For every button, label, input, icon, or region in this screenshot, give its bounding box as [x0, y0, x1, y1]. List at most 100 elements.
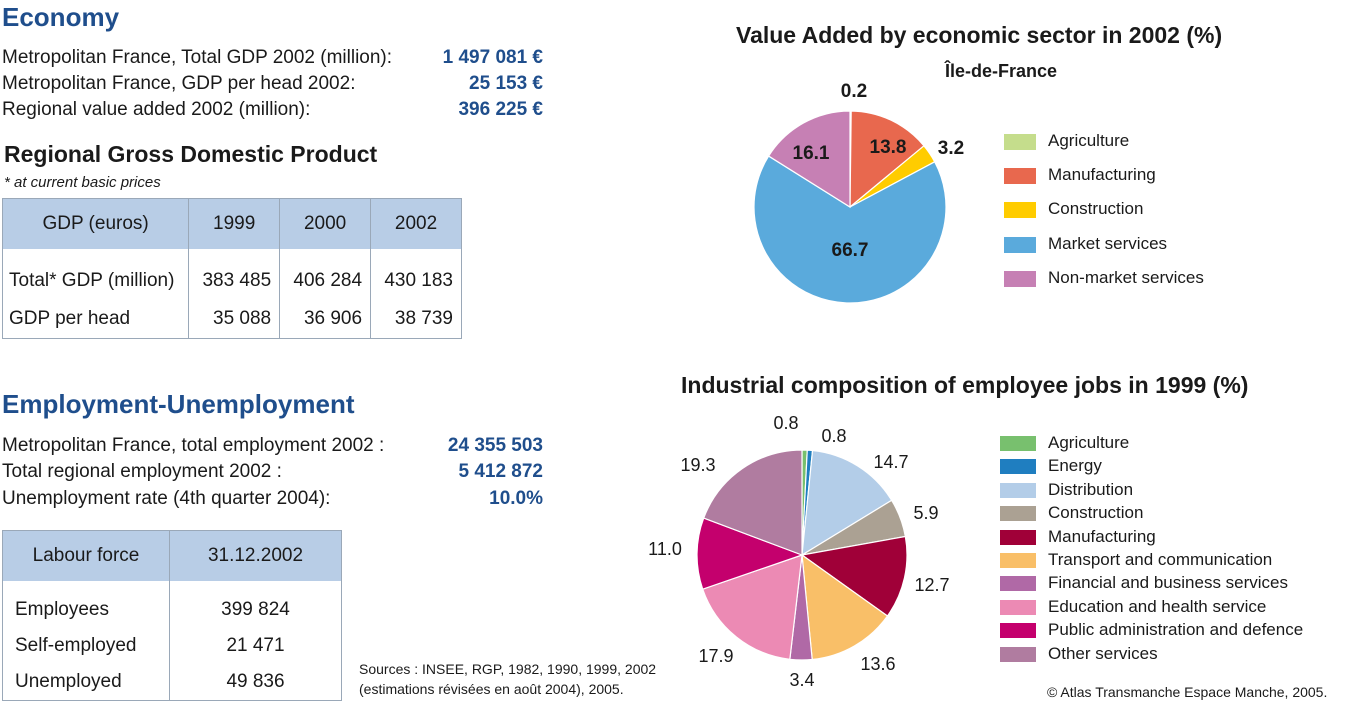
sources-line: Sources : INSEE, RGP, 1982, 1990, 1999, … — [359, 661, 657, 677]
legend-swatch — [1004, 270, 1036, 287]
legend-label: Public administration and defence — [1048, 620, 1304, 640]
economy-row-value: 25 153 € — [469, 73, 543, 94]
legend-label: Distribution — [1048, 479, 1134, 499]
legend-swatch — [1000, 459, 1036, 475]
gdp-subtitle: * at current basic prices — [4, 174, 161, 191]
gdp-header-cell: 1999 — [188, 198, 281, 249]
gdp-cell: 35 088 — [188, 300, 281, 339]
legend-label: Agriculture — [1048, 131, 1130, 150]
pie-data-label: 0.8 — [773, 413, 798, 433]
gdp-cell: GDP per head — [2, 300, 190, 339]
employment-row-label: Total regional employment 2002 : — [2, 461, 282, 482]
legend-swatch — [1004, 236, 1036, 253]
chart1-pie: 0.2 13.8 3.2 66.7 16.1 — [753, 81, 964, 304]
pie-slice-public-administration-and-defence — [696, 517, 804, 590]
pie-data-label: 66.7 — [832, 240, 869, 261]
legend-label: Other services — [1048, 643, 1158, 663]
legend-label: Agriculture — [1048, 433, 1130, 452]
gdp-cell: 383 485 — [188, 249, 281, 300]
pie-data-label: 3.4 — [789, 670, 814, 690]
labour-cell: 21 471 — [226, 635, 285, 656]
copyright: © Atlas Transmanche Espace Manche, 2005. — [1047, 684, 1328, 700]
pie-slice-transport-and-communication — [801, 553, 889, 661]
legend-swatch — [1004, 134, 1036, 150]
chart2-title: Industrial composition of employee jobs … — [681, 372, 1249, 398]
legend-label: Education and health service — [1048, 596, 1267, 616]
legend-label: Non-market services — [1048, 267, 1204, 287]
legend-swatch — [1004, 168, 1036, 185]
pie-slice-manufacturing — [849, 110, 925, 209]
pie-slice-non-market-services — [767, 110, 851, 209]
pie-data-label: 14.7 — [873, 452, 908, 472]
gdp-table: GDP (euros) 1999 2000 2002 Total* GDP (m… — [2, 198, 462, 339]
pie-slice-other-services — [702, 449, 803, 556]
gdp-table-header: GDP (euros) 1999 2000 2002 — [2, 198, 462, 249]
gdp-cell: Total* GDP (million) — [2, 249, 190, 300]
legend-swatch — [1000, 646, 1036, 662]
legend-swatch — [1000, 553, 1036, 568]
employment-row-label: Metropolitan France, total employment 20… — [2, 435, 385, 456]
labour-table-header: Labour force 31.12.2002 — [2, 530, 342, 581]
table-row: Total* GDP (million) 383 485 406 284 430… — [2, 249, 462, 300]
legend-swatch — [1000, 529, 1036, 545]
chart1-subtitle: Île-de-France — [945, 61, 1058, 81]
employment-title: Employment-Unemployment — [2, 389, 355, 419]
labour-cell: 399 824 — [221, 599, 290, 620]
employment-row-value: 5 412 872 — [458, 461, 543, 482]
legend-swatch — [1000, 623, 1036, 639]
legend-label: Construction — [1048, 503, 1144, 523]
pie-data-label: 17.9 — [698, 646, 733, 666]
pie-data-label: 13.6 — [860, 654, 895, 674]
economy-row-value: 396 225 € — [458, 99, 543, 120]
gdp-cell: 38 739 — [394, 308, 453, 329]
table-row: GDP per head 35 088 36 906 38 739 — [2, 300, 462, 339]
labour-cell: Unemployed — [2, 664, 170, 701]
pie-data-label: 5.9 — [913, 503, 938, 523]
pie-data-label: 3.2 — [938, 138, 964, 159]
pie-data-label: 0.8 — [821, 426, 846, 446]
labour-cell: Self-employed — [2, 628, 170, 664]
chart2-pie: 0.8 0.8 14.7 5.9 12.7 13.6 3.4 17.9 11.0 19.3 — [648, 413, 949, 690]
gdp-header-cell: 2002 — [370, 198, 462, 249]
gdp-cell: 406 284 — [279, 249, 372, 300]
gdp-title: Regional Gross Domestic Product — [4, 141, 378, 167]
employment-row-value: 10.0% — [489, 488, 543, 509]
table-row: Self-employed 21 471 — [2, 628, 342, 664]
legend-label: Manufacturing — [1048, 165, 1156, 185]
labour-table: Labour force 31.12.2002 Employees 399 82… — [2, 530, 342, 701]
pie-data-label: 0.2 — [841, 81, 867, 102]
legend-label: Market services — [1048, 233, 1168, 253]
labour-header-cell: 31.12.2002 — [169, 530, 342, 581]
economy-row-label: Metropolitan France, Total GDP 2002 (mil… — [2, 47, 393, 68]
table-row: Unemployed 49 836 — [2, 664, 342, 701]
gdp-cell: 430 183 — [384, 270, 453, 291]
pie-slice-market-services — [753, 155, 947, 304]
economy-row-value: 1 497 081 € — [442, 47, 543, 68]
legend-swatch — [1000, 482, 1036, 498]
legend-label: Transport and communication — [1048, 550, 1273, 569]
employment-row-label: Unemployment rate (4th quarter 2004): — [2, 488, 331, 509]
legend-label: Energy — [1048, 456, 1102, 476]
economy-row-label: Metropolitan France, GDP per head 2002: — [2, 73, 356, 94]
legend-swatch — [1000, 576, 1036, 592]
pie-slice-manufacturing — [800, 535, 908, 617]
pie-data-label: 11.0 — [648, 539, 682, 559]
legend-label: Construction — [1048, 199, 1144, 219]
chart1-title: Value Added by economic sector in 2002 (… — [736, 22, 1223, 48]
sources-line: (estimations révisées en août 2004), 200… — [359, 681, 624, 697]
economy-title: Economy — [2, 2, 120, 32]
economy-row-label: Regional value added 2002 (million): — [2, 99, 311, 120]
pie-data-label: 19.3 — [680, 455, 715, 475]
table-row: Employees 399 824 — [2, 581, 342, 628]
labour-cell: Employees — [2, 581, 170, 628]
pie-data-label: 16.1 — [793, 143, 830, 164]
labour-header-cell: Labour force — [2, 530, 170, 581]
legend-swatch — [1000, 436, 1036, 451]
legend-label: Manufacturing — [1048, 526, 1156, 546]
legend-label: Financial and business services — [1048, 573, 1289, 593]
pie-data-label: 12.7 — [914, 575, 949, 595]
legend-swatch — [1000, 506, 1036, 522]
gdp-header-cell: GDP (euros) — [2, 198, 190, 249]
pie-slice-distribution — [801, 449, 893, 557]
legend-swatch — [1004, 202, 1036, 219]
